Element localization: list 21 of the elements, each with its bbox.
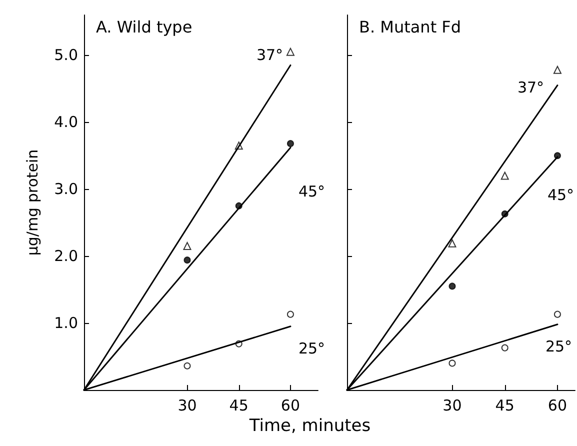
x-tick-label: 45: [229, 396, 248, 414]
x-tick-label: 30: [442, 396, 462, 414]
chart-title: A. Wild type: [96, 18, 192, 36]
y-tick-label: 5.0: [54, 46, 78, 64]
x-axis-title: Time, minutes: [248, 416, 372, 436]
series-label: 45°: [298, 182, 326, 201]
series-label: 25°: [545, 337, 572, 356]
y-tick-label: 2.0: [54, 247, 78, 266]
y-tick-label: 1.0: [54, 314, 78, 332]
series-label: 45°: [547, 186, 574, 204]
x-tick-label: 60: [548, 396, 568, 414]
y-axis-title: μg/mg protein: [24, 149, 42, 256]
y-tick-label: 4.0: [54, 113, 78, 132]
series-label: 37°: [256, 46, 284, 64]
x-tick-label: 60: [280, 396, 300, 414]
chart-title: B. Mutant Fd: [359, 18, 462, 36]
x-tick-label: 45: [495, 396, 514, 414]
y-tick-label: 3.0: [54, 180, 78, 198]
x-tick-label: 30: [178, 396, 197, 414]
series-label: 37°: [517, 78, 544, 96]
series-label: 25°: [298, 339, 326, 358]
